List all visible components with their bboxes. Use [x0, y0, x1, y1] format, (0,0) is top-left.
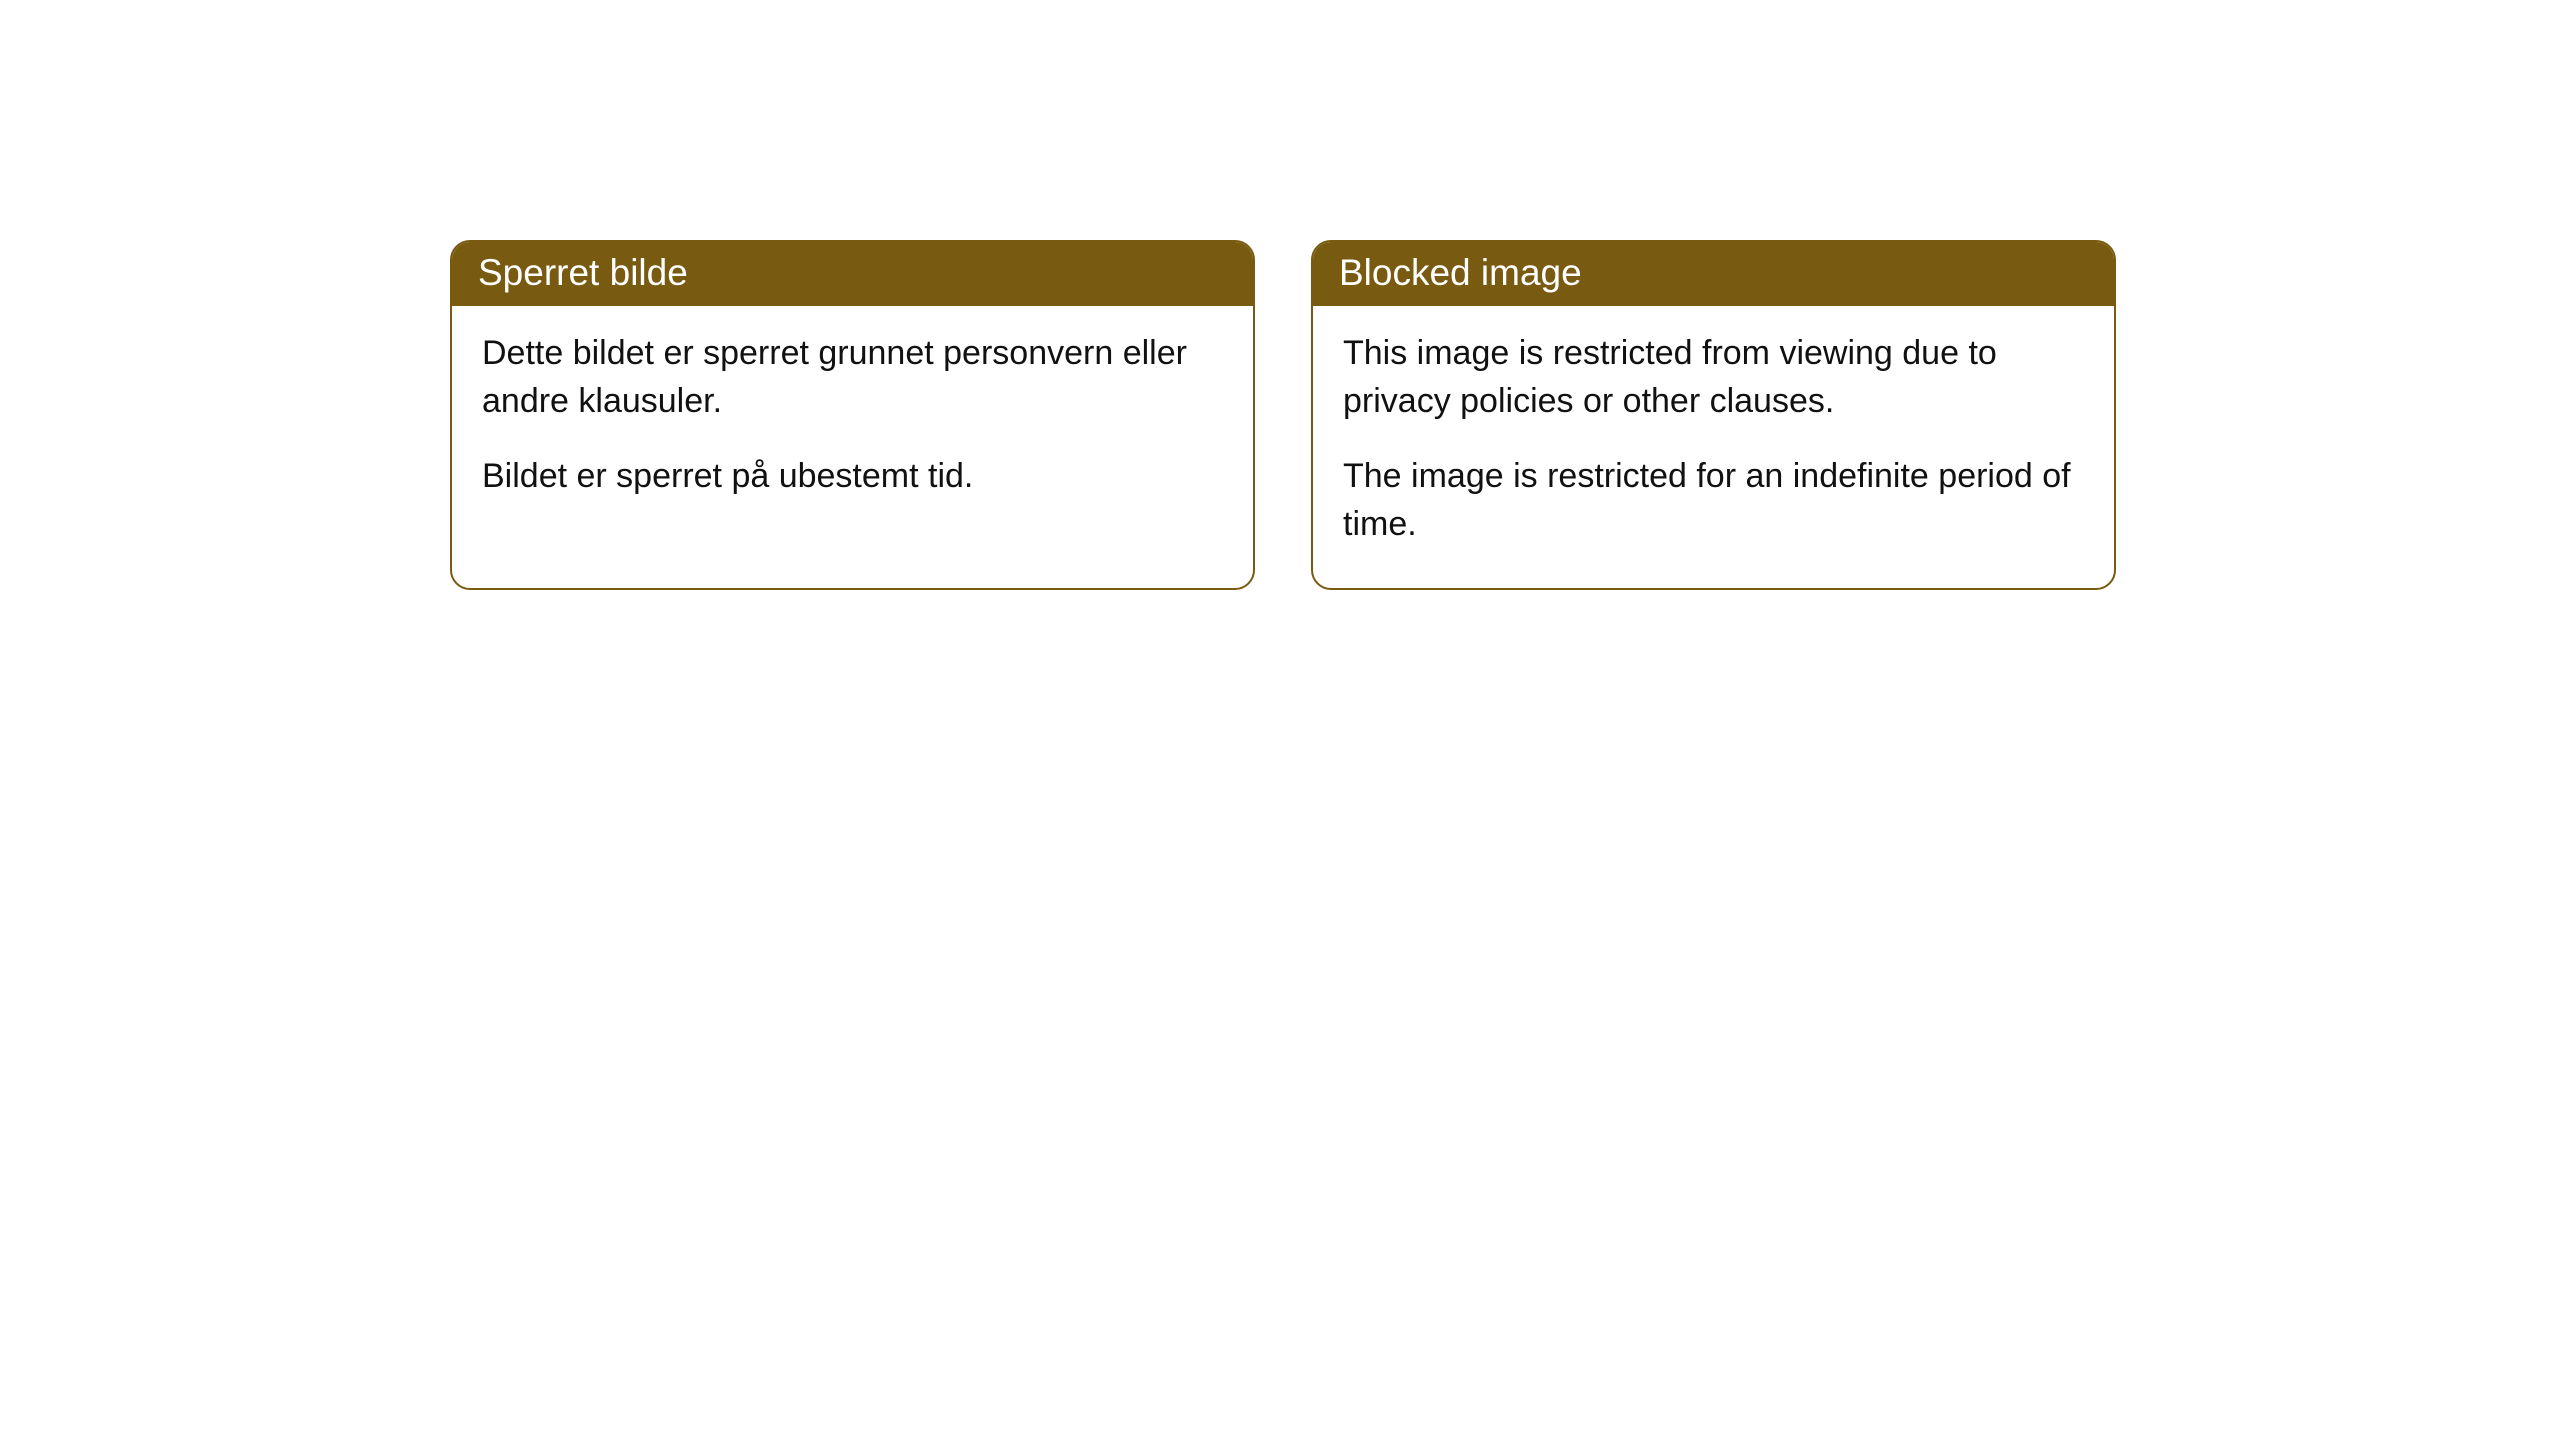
- card-text-english-2: The image is restricted for an indefinit…: [1343, 453, 2084, 548]
- blocked-image-card-norwegian: Sperret bilde Dette bildet er sperret gr…: [450, 240, 1255, 590]
- card-header-english: Blocked image: [1313, 242, 2114, 306]
- card-body-english: This image is restricted from viewing du…: [1313, 306, 2114, 588]
- card-body-norwegian: Dette bildet er sperret grunnet personve…: [452, 306, 1253, 541]
- card-text-norwegian-1: Dette bildet er sperret grunnet personve…: [482, 330, 1223, 425]
- card-text-norwegian-2: Bildet er sperret på ubestemt tid.: [482, 453, 1223, 501]
- blocked-image-card-english: Blocked image This image is restricted f…: [1311, 240, 2116, 590]
- cards-container: Sperret bilde Dette bildet er sperret gr…: [450, 240, 2116, 590]
- card-header-norwegian: Sperret bilde: [452, 242, 1253, 306]
- card-text-english-1: This image is restricted from viewing du…: [1343, 330, 2084, 425]
